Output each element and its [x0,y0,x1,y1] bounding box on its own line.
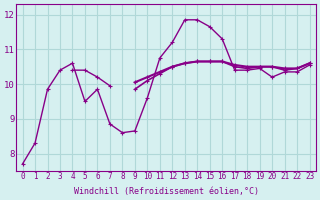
X-axis label: Windchill (Refroidissement éolien,°C): Windchill (Refroidissement éolien,°C) [74,187,259,196]
